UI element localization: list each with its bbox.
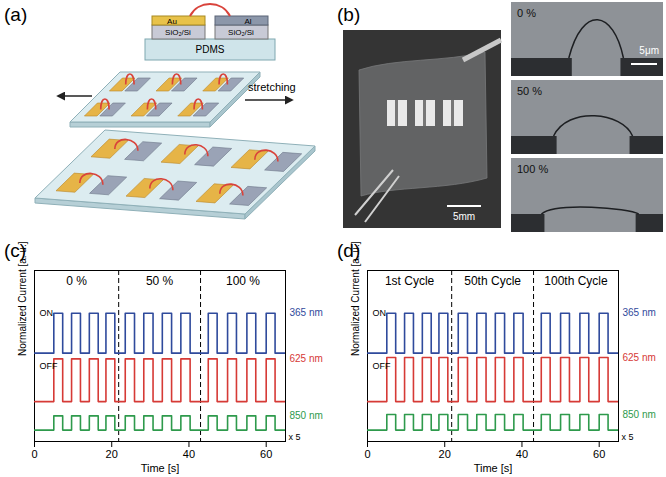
- svg-text:50th Cycle: 50th Cycle: [464, 274, 521, 288]
- svg-text:1st Cycle: 1st Cycle: [385, 274, 435, 288]
- svg-text:OFF: OFF: [372, 361, 390, 371]
- svg-text:20: 20: [439, 448, 451, 460]
- svg-text:850 nm: 850 nm: [290, 410, 323, 421]
- svg-text:SiO₂/Si: SiO₂/Si: [228, 28, 254, 37]
- svg-text:100th Cycle: 100th Cycle: [544, 274, 608, 288]
- svg-text:0 %: 0 %: [517, 7, 536, 19]
- svg-text:100 %: 100 %: [226, 274, 260, 288]
- svg-text:OFF: OFF: [39, 361, 57, 371]
- svg-text:(b): (b): [337, 4, 360, 25]
- svg-text:Au: Au: [167, 17, 177, 26]
- svg-text:Al: Al: [244, 17, 251, 26]
- svg-text:5μm: 5μm: [639, 45, 659, 56]
- svg-text:50 %: 50 %: [517, 85, 542, 97]
- svg-text:850 nm: 850 nm: [623, 409, 656, 420]
- svg-text:stretching: stretching: [248, 81, 296, 93]
- svg-text:x 5: x 5: [289, 432, 301, 442]
- svg-text:40: 40: [516, 448, 528, 460]
- svg-text:365 nm: 365 nm: [623, 307, 656, 318]
- svg-text:0: 0: [31, 448, 37, 460]
- svg-text:x 5: x 5: [622, 432, 634, 442]
- svg-text:Time [s]: Time [s]: [474, 462, 513, 474]
- svg-text:20: 20: [106, 448, 118, 460]
- svg-text:PDMS: PDMS: [196, 44, 225, 55]
- svg-text:SiO₂/Si: SiO₂/Si: [165, 28, 191, 37]
- svg-text:625 nm: 625 nm: [623, 352, 656, 363]
- svg-text:5mm: 5mm: [453, 211, 475, 222]
- svg-text:ON: ON: [372, 308, 386, 318]
- svg-text:ON: ON: [39, 308, 53, 318]
- svg-text:365 nm: 365 nm: [290, 307, 323, 318]
- svg-text:50 %: 50 %: [146, 274, 174, 288]
- svg-text:625 nm: 625 nm: [290, 353, 323, 364]
- svg-text:0: 0: [364, 448, 370, 460]
- svg-text:40: 40: [183, 448, 195, 460]
- svg-text:(a): (a): [4, 4, 27, 25]
- svg-text:60: 60: [260, 448, 272, 460]
- svg-text:100 %: 100 %: [517, 163, 548, 175]
- svg-text:60: 60: [593, 448, 605, 460]
- svg-text:0 %: 0 %: [66, 274, 87, 288]
- svg-text:Time [s]: Time [s]: [141, 462, 180, 474]
